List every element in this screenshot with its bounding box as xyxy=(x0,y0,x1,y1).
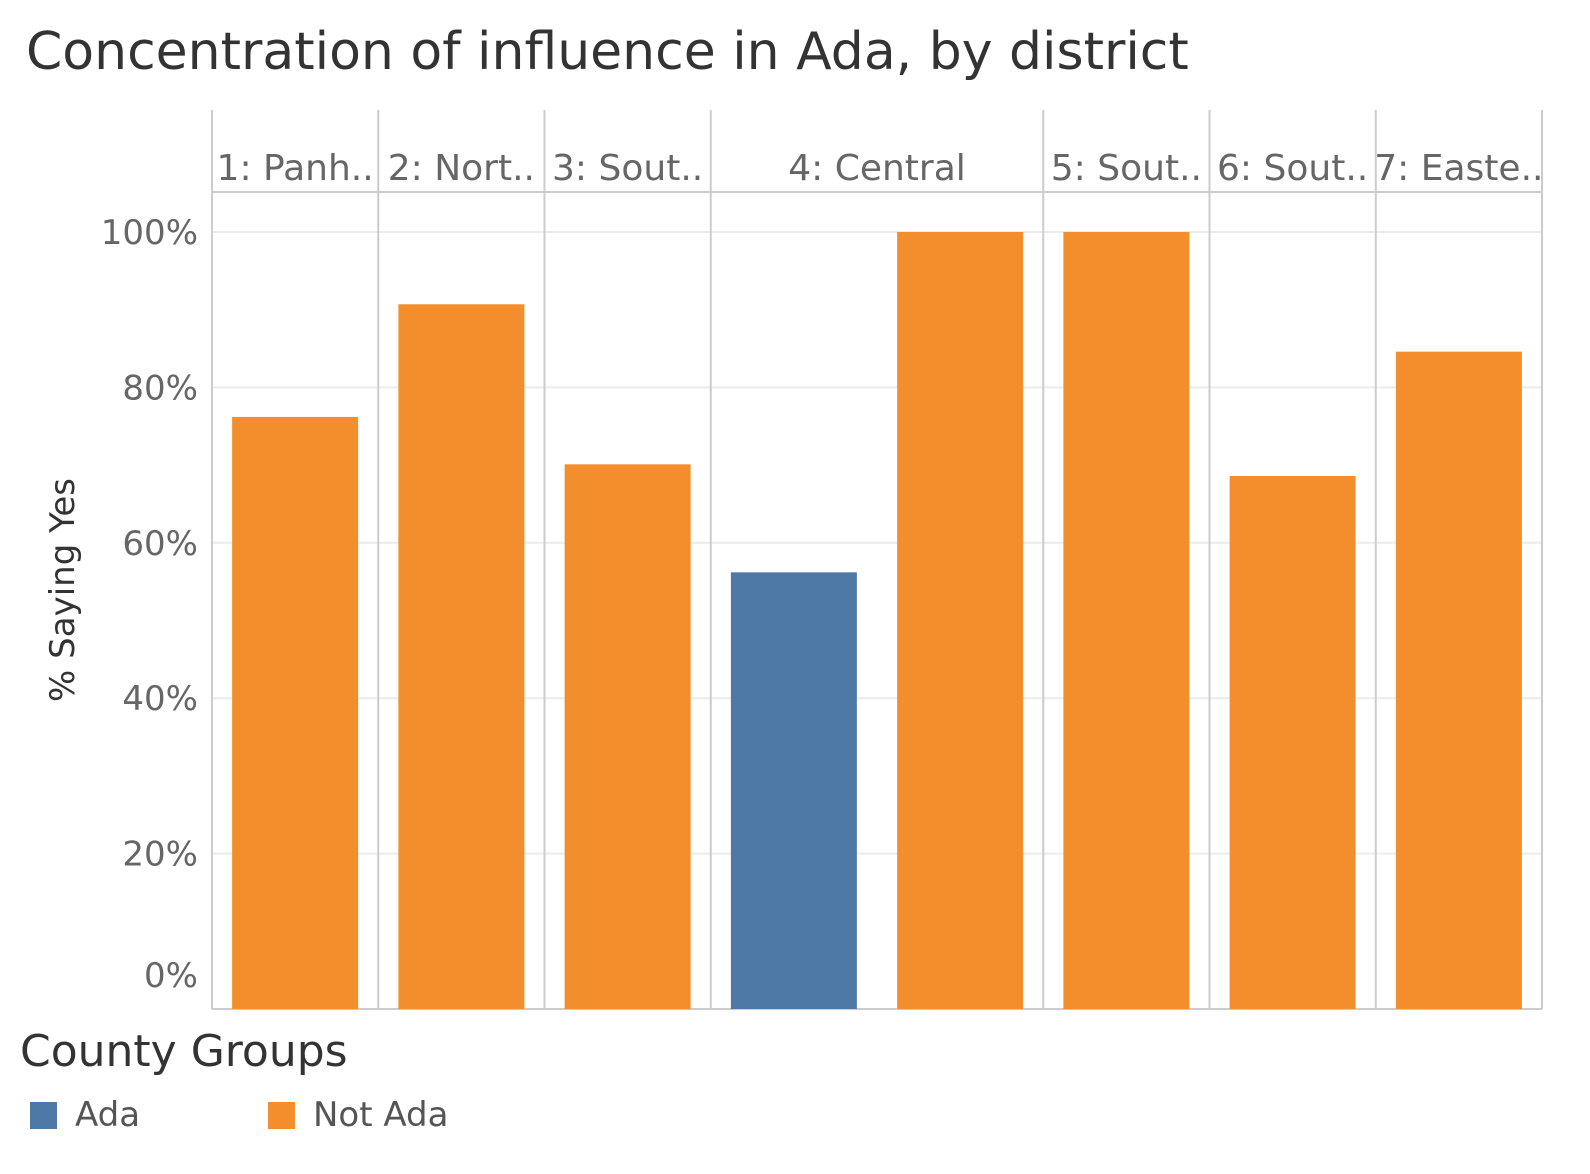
district-header: 6: Sout.. xyxy=(1217,148,1368,189)
y-tick-label: 20% xyxy=(122,835,198,875)
y-tick-label: 100% xyxy=(101,213,198,253)
y-tick-label: 60% xyxy=(122,524,198,564)
legend-items: Ada Not Ada xyxy=(20,1095,496,1135)
legend-label: Not Ada xyxy=(313,1095,449,1135)
bars xyxy=(232,232,1522,1010)
bar-not-ada[interactable] xyxy=(232,416,359,1009)
bar-not-ada[interactable] xyxy=(1395,351,1522,1010)
bar-not-ada[interactable] xyxy=(1229,475,1356,1009)
district-header: 3: Sout.. xyxy=(552,148,703,189)
chart-title: Concentration of influence in Ada, by di… xyxy=(26,22,1189,82)
legend-item-ada[interactable]: Ada xyxy=(20,1095,258,1135)
y-axis-label: % Saying Yes xyxy=(43,478,83,702)
bar-not-ada[interactable] xyxy=(564,464,691,1009)
y-tick-label: 0% xyxy=(144,956,198,996)
legend-label: Ada xyxy=(75,1095,141,1135)
bar-ada[interactable] xyxy=(730,572,857,1009)
district-header: 2: Nort.. xyxy=(388,148,535,189)
y-axis: 0% 20% 40% 60% 80% 100% xyxy=(101,213,198,996)
district-header: 5: Sout.. xyxy=(1051,148,1202,189)
district-header: 7: Easte.. xyxy=(1374,148,1543,189)
legend-swatch-ada xyxy=(30,1101,57,1129)
district-header: 4: Central xyxy=(788,148,966,189)
bar-not-ada[interactable] xyxy=(1063,232,1190,1009)
y-tick-label: 40% xyxy=(122,679,198,719)
district-panels: 1: Panh.. 2: Nort.. 3: Sout.. 4: Central 5: … xyxy=(211,110,1543,1010)
legend-title: County Groups xyxy=(20,1026,348,1077)
bar-not-ada[interactable] xyxy=(398,304,525,1009)
district-header: 1: Panh.. xyxy=(217,148,374,189)
legend: County Groups Ada Not Ada xyxy=(20,1026,496,1135)
legend-item-not-ada[interactable]: Not Ada xyxy=(258,1095,496,1135)
bar-not-ada[interactable] xyxy=(897,232,1024,1009)
legend-swatch-not-ada xyxy=(268,1101,295,1129)
y-tick-label: 80% xyxy=(122,368,198,408)
